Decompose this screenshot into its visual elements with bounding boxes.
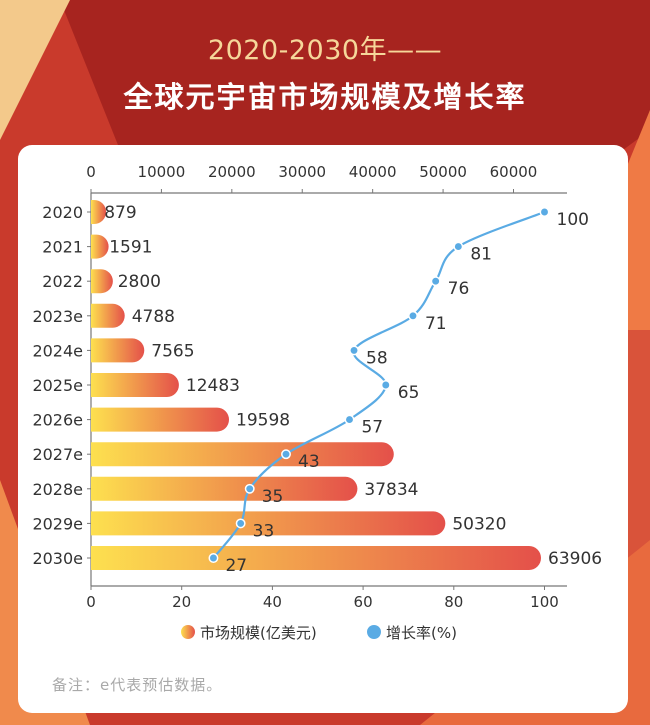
growth-rate-label: 71: [425, 314, 447, 334]
bottom-axis-tick-label: 20: [172, 593, 191, 611]
bottom-axis-tick-label: 60: [354, 593, 373, 611]
growth-rate-label: 33: [253, 521, 275, 541]
growth-rate-point: [539, 207, 550, 217]
growth-rate-point: [244, 483, 255, 494]
market-size-bar: [91, 511, 446, 536]
growth-rate-label: 81: [470, 245, 492, 265]
market-size-bar: [91, 200, 107, 224]
bottom-axis-tick-label: 40: [263, 593, 282, 611]
chart-heading-line2: 全球元宇宙市场规模及增长率: [123, 80, 527, 114]
growth-rate-point: [281, 449, 291, 460]
category-label: 2028e: [32, 480, 83, 499]
market-size-bar: [91, 234, 109, 259]
growth-rate-point: [380, 380, 391, 390]
growth-rate-label: 58: [366, 348, 388, 368]
market-size-bar: [91, 373, 179, 397]
top-axis-tick-label: 30000: [278, 163, 326, 181]
market-size-bar: [91, 407, 230, 432]
growth-rate-label: 35: [262, 487, 284, 507]
growth-rate-point: [208, 553, 219, 563]
chart-card: 0 10000 20000 30000 40000 50000 60000 0 20 40 60 80…: [18, 145, 628, 713]
bottom-axis-tick-label: 0: [86, 593, 96, 611]
growth-rate-point: [344, 414, 355, 425]
top-axis-tick-label: 50000: [419, 163, 467, 181]
legend-bar-label: 市场规模(亿美元): [200, 624, 317, 642]
market-size-bar-label: 4788: [132, 307, 175, 327]
footnote: 备注：e代表预估数据。: [52, 676, 223, 694]
category-label: 2027e: [32, 445, 83, 464]
category-label: 2025e: [32, 376, 83, 395]
market-size-bar-label: 879: [104, 203, 136, 223]
market-size-bar-label: 19598: [236, 411, 290, 431]
legend-line-swatch: [367, 625, 381, 639]
growth-rate-label: 76: [448, 279, 470, 299]
top-axis-tick-label: 60000: [490, 163, 538, 181]
market-size-bar: [91, 338, 145, 363]
category-label: 2020: [42, 203, 83, 222]
chart-plot: 0 10000 20000 30000 40000 50000 60000 0 20 40 60 80…: [32, 163, 602, 642]
category-label: 2026e: [32, 411, 83, 430]
market-size-bar: [91, 476, 358, 501]
growth-rate-point: [430, 276, 441, 287]
top-axis-tick-label: 40000: [349, 163, 397, 181]
category-label: 2023e: [32, 307, 83, 326]
market-size-bar-label: 37834: [364, 480, 418, 500]
market-size-bar-label: 1591: [109, 238, 152, 258]
growth-rate-label: 100: [557, 210, 589, 230]
growth-rate-label: 43: [298, 452, 320, 472]
category-label: 2029e: [32, 514, 83, 533]
growth-rate-label: 27: [225, 556, 247, 576]
top-axis-tick-label: 20000: [208, 163, 256, 181]
market-size-bar-label: 63906: [548, 549, 602, 569]
category-label: 2022: [42, 272, 83, 291]
bottom-axis-tick-label: 80: [444, 593, 463, 611]
legend-bar-swatch: [181, 625, 195, 639]
category-label: 2024e: [32, 341, 83, 360]
growth-rate-label: 65: [398, 383, 420, 403]
growth-rate-point: [408, 310, 418, 321]
chart-heading-line1: 2020-2030年——: [207, 35, 443, 66]
legend-line-label: 增长率(%): [386, 624, 457, 642]
market-size-bar: [91, 303, 125, 328]
market-size-bar-label: 50320: [452, 514, 506, 534]
market-size-bar: [91, 442, 394, 467]
category-label: 2030e: [32, 549, 83, 568]
market-size-bar-label: 7565: [151, 341, 194, 361]
top-axis-tick-label: 10000: [138, 163, 186, 181]
market-size-bar-label: 12483: [186, 376, 240, 396]
market-size-bar: [91, 546, 541, 570]
growth-rate-point: [453, 241, 464, 252]
market-size-bar: [91, 269, 113, 294]
top-axis-tick-label: 0: [86, 163, 96, 181]
category-label: 2021: [42, 238, 83, 257]
market-size-bar-label: 2800: [118, 272, 161, 292]
bottom-axis-tick-label: 100: [530, 593, 559, 611]
growth-rate-point: [349, 345, 359, 356]
growth-rate-label: 57: [361, 418, 383, 438]
growth-rate-point: [235, 518, 246, 529]
